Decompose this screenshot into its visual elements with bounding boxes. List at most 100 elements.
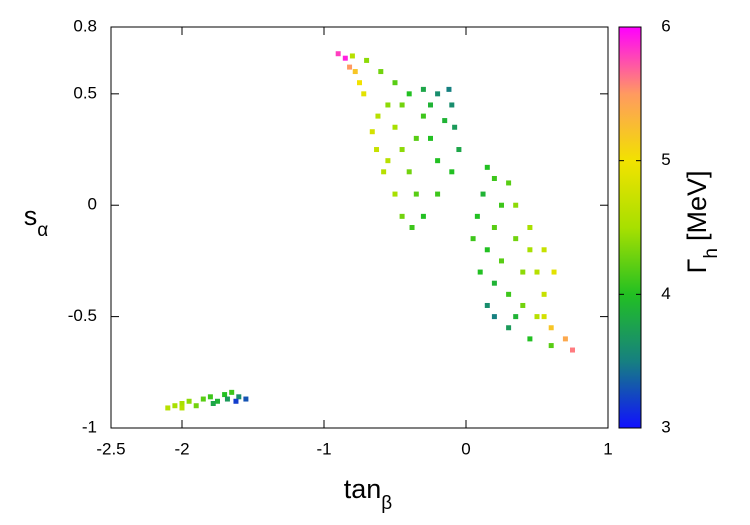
point: [179, 405, 185, 411]
point: [541, 291, 547, 297]
point: [186, 398, 192, 404]
y-tick-label: -0.5: [68, 306, 97, 325]
point: [392, 80, 398, 86]
point: [491, 314, 497, 320]
point: [369, 129, 375, 135]
point: [361, 91, 367, 97]
point: [420, 86, 426, 92]
y-tick-label: -1: [82, 417, 97, 436]
point: [200, 396, 206, 402]
x-label-base: tan: [344, 474, 382, 504]
point: [435, 91, 441, 97]
point: [172, 403, 178, 409]
point: [385, 158, 391, 164]
point: [534, 314, 540, 320]
colorbar: [618, 26, 642, 429]
point: [420, 213, 426, 219]
y-label-base: s: [24, 201, 38, 231]
point: [215, 398, 220, 404]
point: [570, 347, 575, 353]
point: [210, 400, 216, 406]
point: [349, 53, 355, 59]
point: [392, 191, 398, 197]
point: [446, 86, 452, 92]
colorbar-tick-label: 6: [661, 16, 670, 35]
point: [499, 258, 504, 264]
point: [506, 325, 512, 331]
point: [506, 180, 512, 186]
point: [541, 247, 547, 253]
y-tick-label: 0.8: [73, 16, 97, 35]
point: [477, 269, 483, 275]
point: [385, 102, 391, 108]
point: [413, 191, 419, 197]
point: [541, 314, 547, 320]
z-label-base: Γ: [682, 258, 712, 273]
point: [374, 147, 380, 153]
point: [409, 225, 415, 230]
point: [236, 394, 242, 400]
point: [179, 400, 185, 406]
point: [527, 247, 533, 253]
point: [420, 113, 426, 119]
colorbar-label: Γh [MeV]: [682, 171, 722, 274]
point: [520, 269, 526, 275]
point: [506, 291, 512, 297]
point: [449, 102, 455, 108]
point: [513, 202, 519, 208]
y-tick-label: 0: [88, 195, 97, 214]
point: [480, 191, 486, 197]
point: [562, 336, 568, 342]
point: [357, 80, 362, 86]
point: [224, 396, 230, 402]
z-label-unit: [MeV]: [682, 171, 712, 242]
point: [442, 118, 448, 124]
y-tick-label: 0.5: [73, 83, 97, 102]
point: [527, 225, 533, 230]
point: [527, 336, 533, 342]
point: [456, 147, 462, 153]
point: [435, 191, 441, 197]
point: [484, 164, 490, 170]
point: [548, 325, 554, 331]
point: [375, 113, 381, 119]
colorbar-tick-label: 3: [661, 417, 670, 436]
point: [364, 57, 370, 63]
x-tick-label: 1: [603, 439, 612, 458]
point: [491, 225, 497, 230]
point: [165, 405, 171, 411]
y-axis-label: sα: [24, 201, 49, 241]
x-tick-label: 0: [461, 439, 470, 458]
point: [513, 236, 519, 242]
point: [229, 389, 235, 395]
point: [381, 169, 387, 175]
point: [193, 403, 199, 409]
point: [435, 158, 441, 164]
points: [165, 51, 575, 411]
point: [378, 69, 384, 75]
point: [484, 247, 490, 253]
point: [413, 135, 419, 141]
point: [534, 269, 540, 275]
x-axis-label: tanβ: [344, 474, 393, 514]
point: [335, 51, 341, 57]
x-tick-label: -2: [174, 439, 189, 458]
point: [470, 236, 476, 242]
point: [392, 124, 398, 130]
point: [347, 64, 353, 70]
point: [428, 135, 433, 141]
point: [452, 124, 458, 130]
point: [406, 91, 412, 97]
point: [491, 175, 497, 181]
point: [513, 314, 519, 320]
point: [399, 213, 405, 219]
plot-frame: [110, 26, 609, 429]
point: [243, 396, 249, 402]
point: [399, 147, 405, 153]
point: [428, 102, 433, 108]
colorbar-tick-label: 5: [661, 150, 670, 169]
y-label-sub: α: [37, 220, 48, 241]
point: [484, 302, 490, 308]
point: [406, 169, 412, 175]
